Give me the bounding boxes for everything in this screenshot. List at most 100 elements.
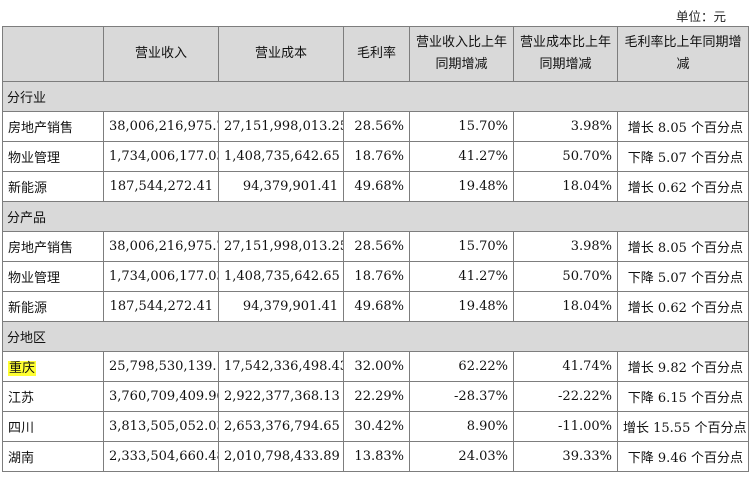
cost-cell: 27,151,998,013.25 [218,231,344,262]
section-title: 分产品 [2,201,749,232]
row-label-cell: 房地产销售 [2,111,104,142]
margin-change-cell: 增长 0.62 个百分点 [617,171,749,202]
cost-change-cell: 50.70% [513,261,618,292]
revenue-cell: 3,760,709,409.96 [103,381,219,412]
revenue-cell: 187,544,272.41 [103,171,219,202]
margin-cell: 13.83% [343,441,410,472]
revenue-cell: 2,333,504,660.48 [103,441,219,472]
revenue-change-cell: 19.48% [409,291,514,322]
section-row: 分产品 [2,201,749,232]
row-label: 物业管理 [8,271,61,286]
unit-label: 单位：元 [675,9,726,24]
row-label-cell: 江苏 [2,381,104,412]
row-label-cell: 新能源 [2,291,104,322]
revenue-change-cell: 41.27% [409,141,514,172]
header-cell-blank [2,26,104,82]
financial-table: 营业收入 营业成本 毛利率 营业收入比上年同期增减 营业成本比上年同期增减 毛利… [2,26,749,472]
cost-cell: 94,379,901.41 [218,171,344,202]
cost-cell: 2,922,377,368.13 [218,381,344,412]
margin-cell: 18.76% [343,261,410,292]
cost-change-cell: 50.70% [513,141,618,172]
revenue-change-cell: 24.03% [409,441,514,472]
section-row: 分行业 [2,81,749,112]
header-cell-margin: 毛利率 [343,26,410,82]
cost-change-cell: 18.04% [513,291,618,322]
header-cell-revenue: 营业收入 [103,26,219,82]
margin-change-cell: 增长 8.05 个百分点 [617,111,749,142]
section-row: 分地区 [2,321,749,352]
row-label: 物业管理 [8,151,61,166]
row-label: 新能源 [8,181,48,196]
cost-change-cell: 18.04% [513,171,618,202]
revenue-change-cell: 41.27% [409,261,514,292]
revenue-change-cell: 8.90% [409,411,514,442]
header-cell-margin-change: 毛利率比上年同期增减 [617,26,749,82]
highlighted-row-label: 重庆 [8,361,37,376]
cost-change-cell: 3.98% [513,231,618,262]
margin-cell: 18.76% [343,141,410,172]
table-row: 江苏 3,760,709,409.96 2,922,377,368.13 22.29%… [2,381,749,412]
section-title: 分行业 [2,81,749,112]
cost-cell: 94,379,901.41 [218,291,344,322]
table-body: 分行业房地产销售38,006,216,975.7027,151,998,013.… [2,81,749,472]
revenue-cell: 1,734,006,177.03 [103,141,219,172]
revenue-cell: 187,544,272.41 [103,291,219,322]
table-row: 四川 3,813,505,052.03 2,653,376,794.65 30.42%… [2,411,749,442]
margin-cell: 22.29% [343,381,410,412]
row-label-cell: 物业管理 [2,261,104,292]
cost-change-cell: -22.22% [513,381,618,412]
section-title: 分地区 [2,321,749,352]
revenue-change-cell: 19.48% [409,171,514,202]
revenue-change-cell: 15.70% [409,111,514,142]
header-cell-cost: 营业成本 [218,26,344,82]
cost-change-cell: 3.98% [513,111,618,142]
margin-cell: 32.00% [343,351,410,382]
cost-cell: 1,408,735,642.65 [218,261,344,292]
revenue-cell: 3,813,505,052.03 [103,411,219,442]
table-row: 湖南 2,333,504,660.48 2,010,798,433.89 13.83%… [2,441,749,472]
margin-change-cell: 下降 5.07 个百分点 [617,261,749,292]
cost-cell: 27,151,998,013.25 [218,111,344,142]
header-cell-cost-change: 营业成本比上年同期增减 [513,26,618,82]
cost-cell: 1,408,735,642.65 [218,141,344,172]
revenue-cell: 25,798,530,139.13 [103,351,219,382]
margin-change-cell: 增长 0.62 个百分点 [617,291,749,322]
row-label: 江苏 [8,391,35,406]
margin-change-cell: 增长 9.82 个百分点 [617,351,749,382]
margin-cell: 28.56% [343,111,410,142]
row-label: 新能源 [8,301,48,316]
margin-cell: 30.42% [343,411,410,442]
margin-change-cell: 增长 15.55 个百分点 [617,411,749,442]
row-label: 房地产销售 [8,121,74,136]
cost-cell: 2,010,798,433.89 [218,441,344,472]
margin-change-cell: 下降 5.07 个百分点 [617,141,749,172]
row-label-cell: 四川 [2,411,104,442]
table-row: 重庆 25,798,530,139.1317,542,336,498.4332.0… [2,351,749,382]
cost-change-cell: -11.00% [513,411,618,442]
row-label-cell: 新能源 [2,171,104,202]
row-label-cell: 房地产销售 [2,231,104,262]
header-cell-revenue-change: 营业收入比上年同期增减 [409,26,514,82]
margin-change-cell: 下降 6.15 个百分点 [617,381,749,412]
margin-cell: 49.68% [343,291,410,322]
table-row: 新能源 187,544,272.41 94,379,901.41 49.68% 19.4… [2,291,749,322]
table-row: 物业管理 1,734,006,177.03 1,408,735,642.65 18.7… [2,261,749,292]
revenue-change-cell: 15.70% [409,231,514,262]
row-label: 湖南 [8,451,35,466]
revenue-cell: 38,006,216,975.70 [103,231,219,262]
cost-cell: 2,653,376,794.65 [218,411,344,442]
revenue-change-cell: 62.22% [409,351,514,382]
row-label: 四川 [8,421,35,436]
revenue-cell: 38,006,216,975.70 [103,111,219,142]
row-label: 房地产销售 [8,241,74,256]
row-label-cell: 湖南 [2,441,104,472]
revenue-cell: 1,734,006,177.03 [103,261,219,292]
row-label-cell: 物业管理 [2,141,104,172]
margin-cell: 49.68% [343,171,410,202]
header-row: 营业收入 营业成本 毛利率 营业收入比上年同期增减 营业成本比上年同期增减 毛利… [2,26,749,82]
cost-cell: 17,542,336,498.43 [218,351,344,382]
table-row: 物业管理 1,734,006,177.03 1,408,735,642.65 18.7… [2,141,749,172]
table-row: 房地产销售 38,006,216,975.7027,151,998,013.252… [2,231,749,262]
margin-change-cell: 下降 9.46 个百分点 [617,441,749,472]
margin-cell: 28.56% [343,231,410,262]
